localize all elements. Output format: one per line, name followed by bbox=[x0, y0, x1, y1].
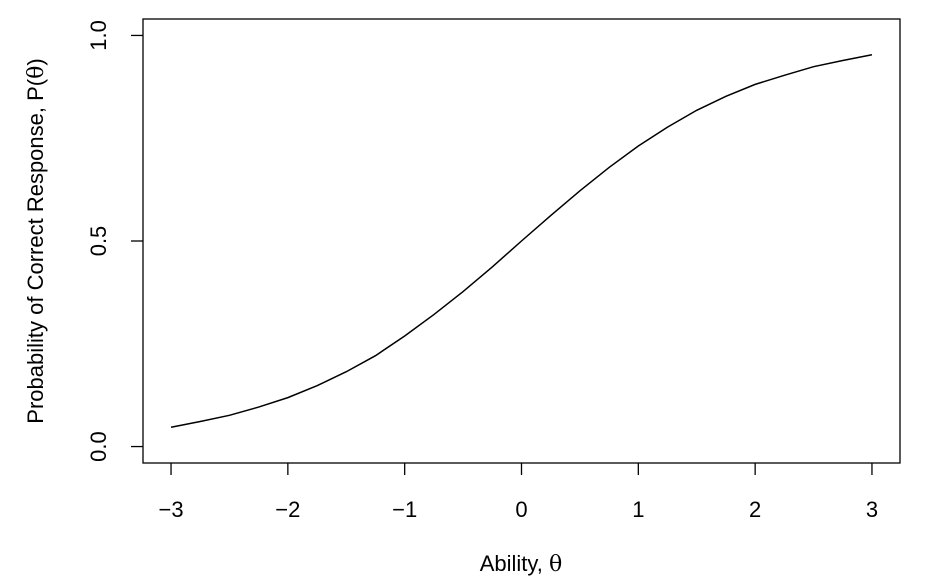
y-tick-label: 0.0 bbox=[86, 431, 111, 462]
x-tick-label: 1 bbox=[632, 497, 644, 522]
x-axis: −3 −2 −1 0 1 2 3 bbox=[158, 463, 878, 522]
y-tick-label: 1.0 bbox=[86, 20, 111, 51]
y-axis-title: Probability of Correct Response, P(θ) bbox=[23, 58, 49, 423]
x-tick-label: 3 bbox=[866, 497, 878, 522]
y-axis: 0.0 0.5 1.0 bbox=[86, 20, 143, 462]
series-line bbox=[170, 54, 873, 428]
x-tick-label: −2 bbox=[275, 497, 300, 522]
y-tick-label: 0.5 bbox=[86, 226, 111, 257]
x-tick-label: 2 bbox=[749, 497, 761, 522]
x-tick-label: −3 bbox=[158, 497, 183, 522]
x-axis-title: Ability, θ bbox=[480, 551, 563, 577]
x-tick-label: −1 bbox=[392, 497, 417, 522]
x-tick-label: 0 bbox=[515, 497, 527, 522]
